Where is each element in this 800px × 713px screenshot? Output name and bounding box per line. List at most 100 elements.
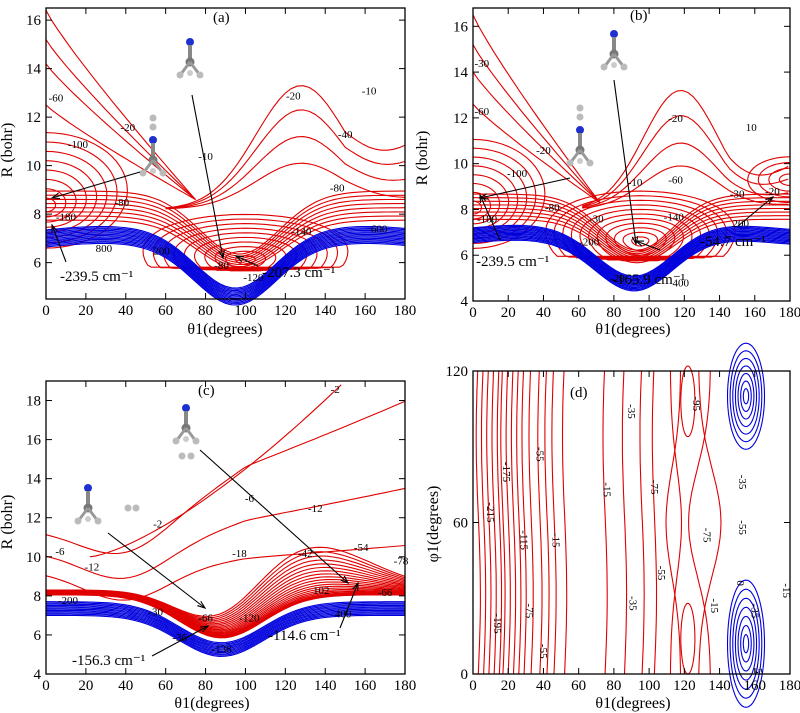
panel-a-molecule-left-h2-a — [149, 114, 157, 122]
panel-d-red-vertical-14 — [561, 370, 568, 675]
panel-b-molecule-left-h-right — [586, 159, 594, 167]
panel-b-left-well-7 — [472, 138, 546, 249]
panel-d-contour-label-17: -15 — [708, 598, 720, 613]
panel-d-blue-top-4 — [732, 357, 760, 435]
panel-b-molecule-left-bond-r — [578, 149, 591, 163]
panel-a-blue-contour-3 — [45, 229, 406, 293]
panel-b-xtick-label-6: 120 — [673, 305, 696, 321]
panel-d-blue-top-6 — [726, 342, 766, 450]
panel-a-xtick-label-7: 140 — [314, 303, 337, 319]
panel-c-ytick-label-5: 14 — [26, 472, 42, 488]
panel-d-contour-label-15: -35 — [736, 475, 748, 490]
panel-b-arrow-min0-head — [479, 193, 486, 204]
panel-a-contour-label-9: -80 — [114, 197, 129, 209]
panel-c-xtick-label-3: 60 — [158, 678, 173, 694]
panel-c-blue-contour-0 — [46, 601, 405, 644]
panel-b-minimum-1-label: -165.9 cm⁻¹ — [612, 272, 685, 288]
panel-a-outer-right-3 — [165, 162, 406, 210]
panel-b-contour-label-8: -10 — [628, 177, 643, 189]
panel-b-xtick-label-4: 80 — [606, 305, 621, 321]
panel-d-contour-label-2: -195 — [491, 613, 503, 634]
panel-a-blue-contour-7 — [45, 235, 406, 298]
panel-b-ytick-label-3: 10 — [453, 157, 468, 173]
panel-c-xtick-label-4: 80 — [198, 678, 213, 694]
panel-c-red-shell-21 — [46, 546, 406, 617]
panel-c-contour-label-4: -6 — [55, 546, 65, 558]
panel-b-outer-right-0 — [582, 89, 789, 207]
panel-c-contour-label-9: -78 — [394, 556, 409, 568]
panel-c-arrow-min0-head — [200, 625, 210, 633]
panel-b-ytick-label-6: 16 — [453, 19, 469, 35]
panel-a-ytick-label-2: 10 — [26, 159, 41, 175]
panel-b-well-contour-2 — [613, 227, 667, 256]
panel-c-molecule-top-n-atom — [182, 404, 190, 412]
panel-c-minimum-1-label: -114.6 cm⁻¹ — [268, 628, 341, 644]
panel-c-outer-0 — [45, 544, 406, 601]
panel-c-outer-2 — [45, 400, 406, 555]
panel-c-arrow-min1-shaft — [339, 582, 359, 629]
panel-a-molecule-left-bond-r — [151, 159, 164, 173]
panel-b-outer-left-0 — [472, 14, 601, 203]
panel-b-red-shell-6 — [473, 197, 790, 253]
panel-a-frame — [45, 7, 406, 300]
panel-c-ytick-label-4: 12 — [26, 511, 41, 527]
panel-a-outer-right-1 — [165, 109, 406, 209]
panel-a-contour-label-4: -140 — [291, 226, 312, 238]
panel-a-minimum-1-label: -207.3 cm⁻¹ — [262, 265, 335, 281]
panel-b-left-well-1 — [472, 191, 492, 220]
panel-b-red-shell-0 — [473, 218, 790, 264]
panel-d-red-vertical-3 — [491, 370, 497, 675]
panel-d: (d) 0 20 40 60 80 100 120 140 160 180 0 60 120 -215 -1… — [425, 342, 800, 712]
panel-a-red-shell-0 — [46, 219, 405, 270]
panel-d-contour-label-3: -115 — [518, 530, 530, 550]
panel-a-arrow-left-head — [50, 192, 61, 200]
panel-d-red-vertical-15 — [602, 370, 608, 675]
panel-b-blue-contour-2 — [472, 227, 791, 279]
panel-b-contour-label-9: -20 — [668, 113, 683, 125]
panel-a-arrow-well-head — [218, 250, 225, 260]
panel-a-left-well-3 — [45, 169, 87, 228]
panel-a-xtick-label-1: 20 — [78, 303, 93, 319]
panel-d-red-vertical-10 — [528, 370, 534, 675]
panel-c-minimum-0-label: -156.3 cm⁻¹ — [72, 653, 145, 669]
panel-b-molecule-left-h2-b — [576, 113, 584, 121]
panel-a-blue-contour-9 — [45, 237, 406, 301]
panel-c-blue-contour-3 — [46, 604, 405, 647]
panel-b-blue-contour-11 — [472, 237, 791, 290]
panel-c-arrow-top-shaft — [199, 449, 349, 584]
panel-a-xtick-label-8: 160 — [354, 303, 377, 319]
panel-c: (c) 0 20 40 60 80 100 120 140 160 180 4 6 8 10 12 14 16 1… — [0, 380, 416, 712]
panel-d-red-wavy-3 — [688, 370, 711, 675]
panel-d-xtick-label-8: 160 — [744, 678, 767, 694]
panel-d-contour-label-9: -35 — [625, 404, 637, 419]
panel-b-molecule-top-h-left — [600, 63, 608, 71]
panel-c-contour-label-14: -120 — [239, 612, 260, 624]
panel-b-outer-left-3 — [472, 103, 601, 204]
panel-c-molecule-top-bond — [184, 411, 188, 427]
panel-d-contour-label-12: -55 — [655, 566, 667, 581]
panel-a-blue-contour-1 — [45, 227, 406, 290]
panel-d-contour-label-8: -15 — [600, 482, 612, 497]
panel-a-molecule-left — [139, 114, 167, 177]
panel-b-xtick-label-3: 60 — [571, 305, 586, 321]
panel-a-contour-label-14: 200 — [153, 246, 170, 258]
panel-d-contour-label-7: -15 — [549, 533, 561, 548]
panel-d-label: (d) — [570, 385, 588, 401]
panel-a-outer-left-0 — [45, 10, 197, 200]
panel-b-xlabel: θ1(degrees) — [595, 321, 670, 338]
panel-d-blue-bottom-2 — [737, 615, 755, 672]
panel-b-contour-label-3: -100 — [507, 168, 528, 180]
panel-d-blue-top-3 — [734, 365, 758, 428]
panel-b-right-well-0 — [778, 173, 790, 186]
panel-c-outer-top — [89, 384, 342, 558]
panel-d-xtick-label-9: 180 — [779, 678, 800, 694]
panel-c-molecule-left-h-left — [74, 517, 82, 525]
panel-a-arrow-min1-head — [234, 255, 245, 262]
panel-b-right-well-3 — [747, 156, 791, 204]
panel-a-label: (a) — [213, 10, 230, 26]
panel-b-well-contour-5 — [588, 213, 693, 261]
panel-d-xtick-label-2: 40 — [536, 678, 551, 694]
panel-a-xtick-label-0: 0 — [42, 303, 50, 319]
panel-b-xtick-label-8: 160 — [744, 305, 767, 321]
panel-d-contour-label-1: -175 — [500, 462, 512, 483]
